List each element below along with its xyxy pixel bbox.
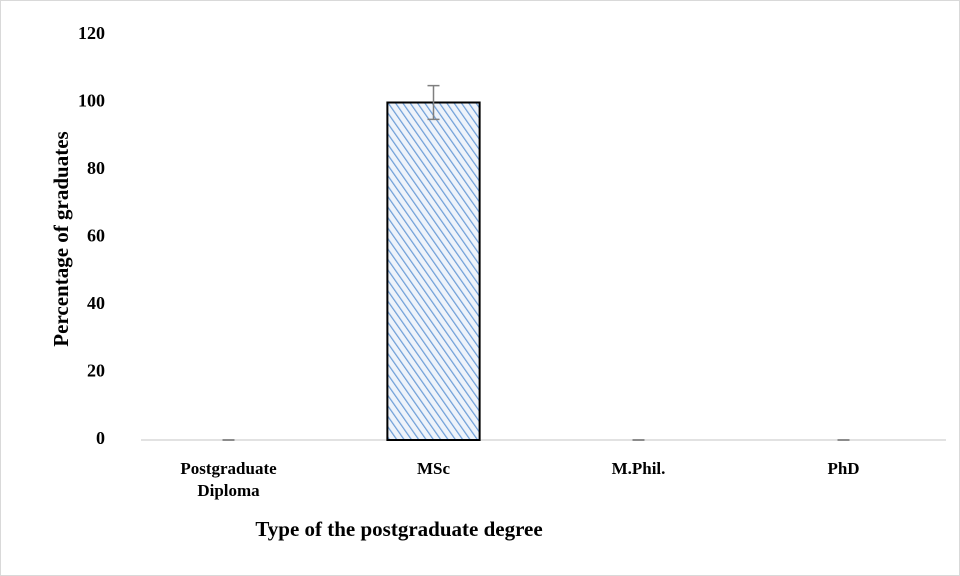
x-tick-label: MSc	[416, 459, 451, 478]
y-tick-label: 20	[87, 361, 105, 381]
y-tick-label: 40	[87, 293, 105, 313]
bar	[386, 101, 481, 441]
error-bar	[427, 84, 440, 121]
y-axis-title: Percentage of graduates	[49, 131, 73, 346]
x-axis-title: Type of the postgraduate degree	[255, 517, 542, 541]
y-tick-label: 100	[78, 91, 105, 111]
x-tick-label: PhD	[827, 459, 860, 478]
x-tick-label: Postgraduate Diploma	[180, 459, 277, 500]
y-tick-label: 60	[87, 226, 105, 246]
y-tick-label: 0	[96, 428, 105, 448]
x-tick-label: M.Phil.	[611, 459, 666, 478]
y-tick-label: 80	[87, 158, 105, 178]
y-tick-label: 120	[78, 23, 105, 43]
